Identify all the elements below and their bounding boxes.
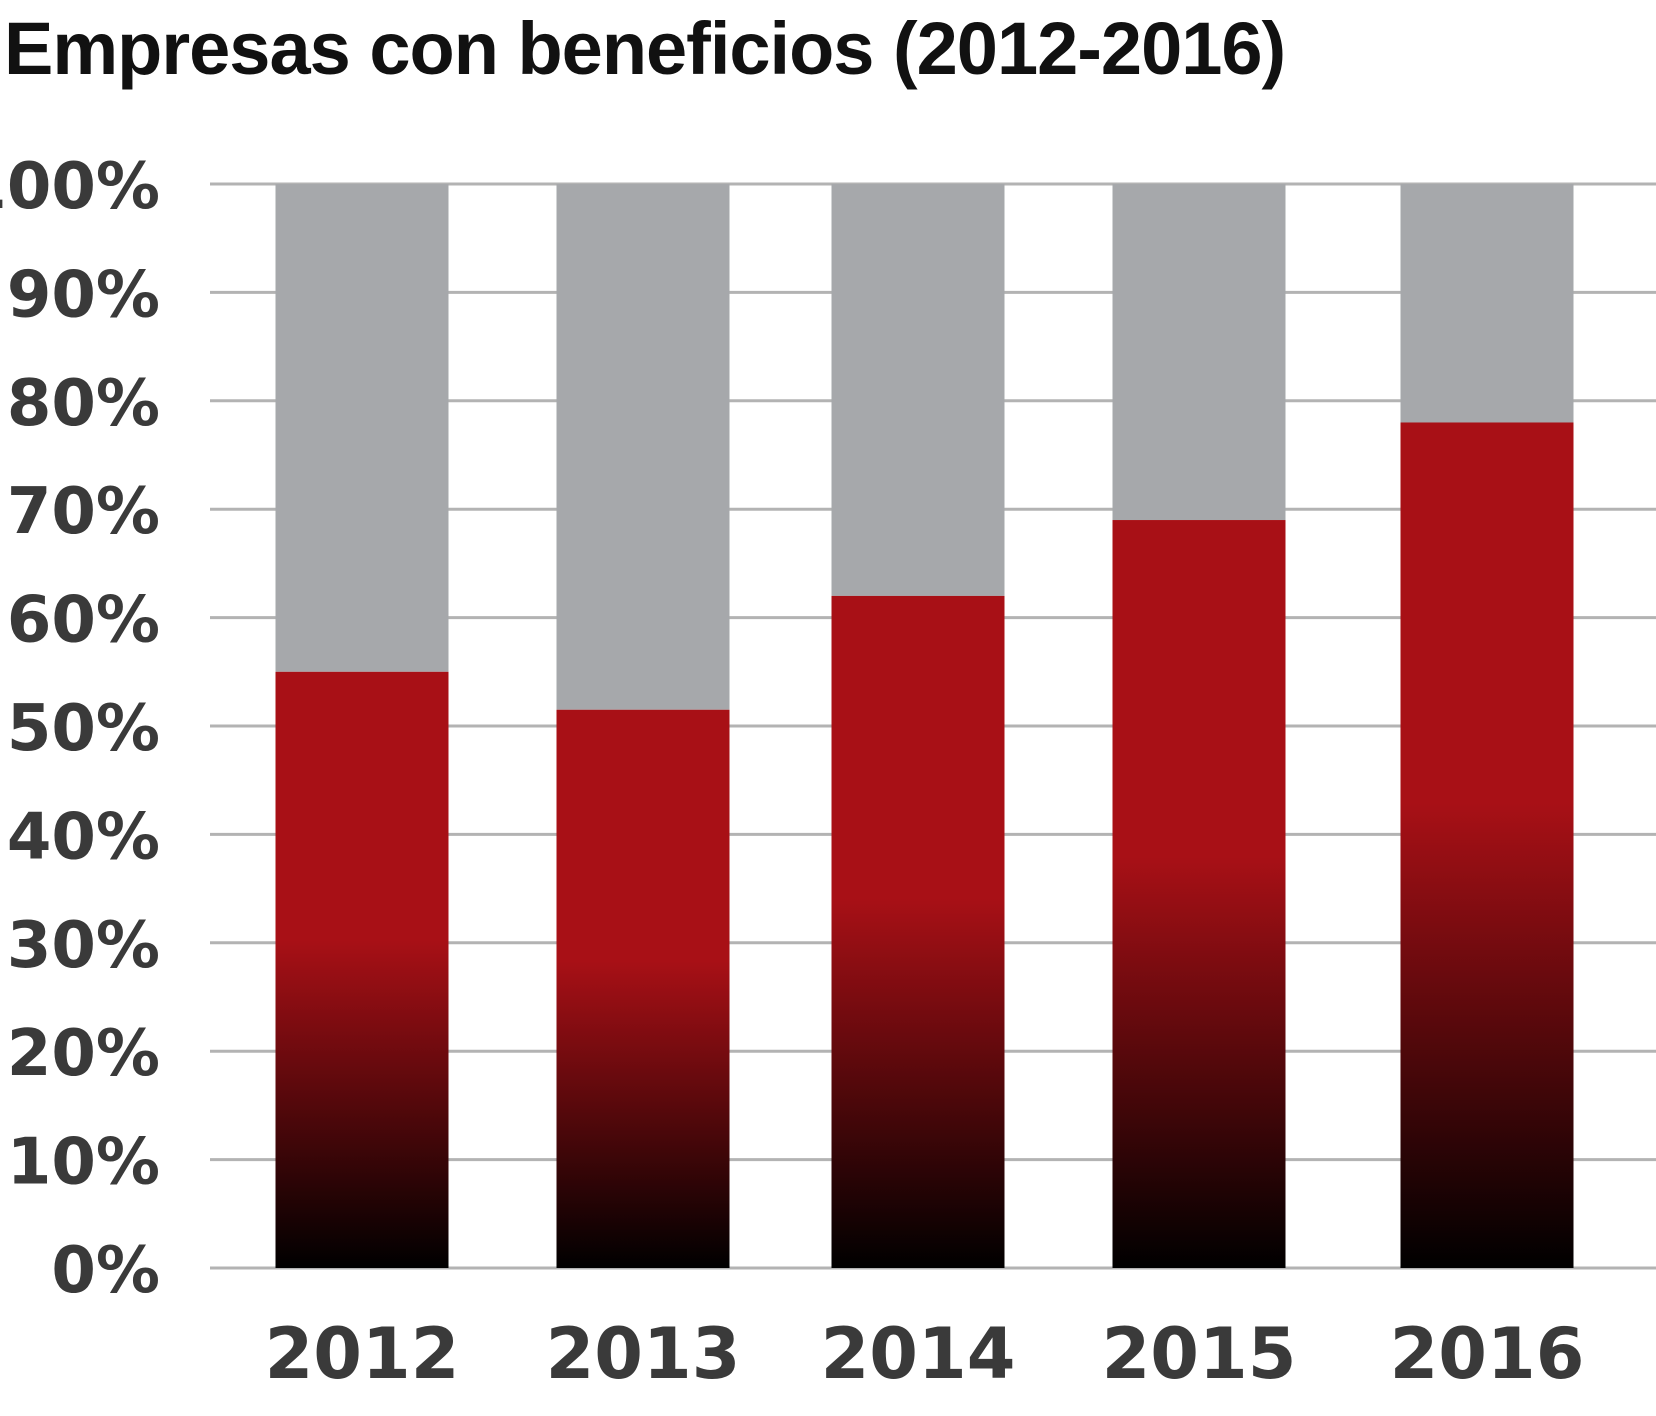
y-tick-label: 70% bbox=[7, 475, 160, 549]
bar-segment-profit bbox=[556, 709, 730, 1268]
x-tick-label: 2012 bbox=[265, 1313, 460, 1395]
bar-segment-remainder bbox=[275, 184, 449, 672]
bar-segment-remainder bbox=[831, 184, 1005, 596]
y-tick-label: 40% bbox=[7, 800, 160, 874]
y-tick-label: 90% bbox=[7, 258, 160, 332]
y-tick-label: 80% bbox=[7, 367, 160, 441]
bar-segment-profit bbox=[1400, 422, 1574, 1269]
bar-segment-profit bbox=[1112, 520, 1286, 1268]
bar-segment-profit bbox=[831, 595, 1005, 1268]
x-tick-label: 2015 bbox=[1102, 1313, 1297, 1395]
y-tick-label: 20% bbox=[7, 1017, 160, 1091]
chart-title: Empresas con beneficios (2012-2016) bbox=[4, 7, 1286, 90]
x-axis-ticks: 2012 2013 2014 2015 2016 bbox=[265, 1313, 1585, 1395]
bar-segment-remainder bbox=[1400, 184, 1574, 423]
y-tick-label: 10% bbox=[7, 1126, 160, 1200]
y-tick-label: 100% bbox=[0, 150, 160, 224]
bar-segment-profit bbox=[275, 671, 449, 1268]
bar-segment-remainder bbox=[1112, 184, 1286, 521]
bars bbox=[275, 184, 1574, 1269]
bar-segment-remainder bbox=[556, 184, 730, 710]
y-tick-label: 0% bbox=[51, 1234, 160, 1308]
x-tick-label: 2013 bbox=[546, 1313, 741, 1395]
y-axis-ticks: 0% 10% 20% 30% 40% 50% 60% 70% 80% 90% 100% bbox=[0, 150, 160, 1308]
x-tick-label: 2016 bbox=[1390, 1313, 1585, 1395]
x-tick-label: 2014 bbox=[821, 1313, 1016, 1395]
y-tick-label: 50% bbox=[7, 692, 160, 766]
y-tick-label: 60% bbox=[7, 584, 160, 658]
y-tick-label: 30% bbox=[7, 909, 160, 983]
